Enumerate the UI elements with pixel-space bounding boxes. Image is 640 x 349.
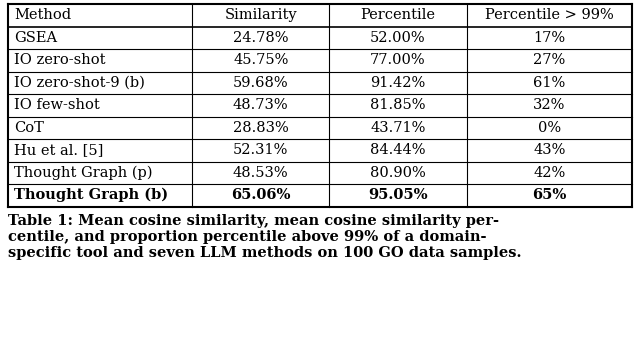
Text: Similarity: Similarity [225, 8, 297, 22]
Text: IO zero-shot-9 (b): IO zero-shot-9 (b) [14, 76, 145, 90]
Text: 45.75%: 45.75% [233, 53, 289, 67]
Text: Percentile > 99%: Percentile > 99% [485, 8, 614, 22]
Text: specific tool and seven LLM methods on 100 GO data samples.: specific tool and seven LLM methods on 1… [8, 246, 522, 260]
Text: 91.42%: 91.42% [371, 76, 426, 90]
Text: CoT: CoT [14, 121, 44, 135]
Text: 61%: 61% [533, 76, 566, 90]
Text: 17%: 17% [533, 31, 565, 45]
Text: Method: Method [14, 8, 71, 22]
Text: 84.44%: 84.44% [371, 143, 426, 157]
Text: 95.05%: 95.05% [368, 188, 428, 202]
Text: 28.83%: 28.83% [233, 121, 289, 135]
Text: centile, and proportion percentile above 99% of a domain-: centile, and proportion percentile above… [8, 230, 486, 245]
Text: 48.73%: 48.73% [233, 98, 289, 112]
Text: 80.90%: 80.90% [370, 166, 426, 180]
Text: 65%: 65% [532, 188, 566, 202]
Text: Thought Graph (b): Thought Graph (b) [14, 188, 168, 202]
Text: IO few-shot: IO few-shot [14, 98, 100, 112]
Text: Percentile: Percentile [360, 8, 435, 22]
Text: 32%: 32% [533, 98, 566, 112]
Text: 43.71%: 43.71% [371, 121, 426, 135]
Text: 27%: 27% [533, 53, 566, 67]
Text: Table 1: Mean cosine similarity, mean cosine similarity per-: Table 1: Mean cosine similarity, mean co… [8, 215, 499, 229]
Text: 77.00%: 77.00% [370, 53, 426, 67]
Text: Thought Graph (p): Thought Graph (p) [14, 165, 152, 180]
Text: 59.68%: 59.68% [233, 76, 289, 90]
Text: 52.31%: 52.31% [233, 143, 289, 157]
Text: 52.00%: 52.00% [370, 31, 426, 45]
Text: IO zero-shot: IO zero-shot [14, 53, 106, 67]
Text: 42%: 42% [533, 166, 566, 180]
Text: Hu et al. [5]: Hu et al. [5] [14, 143, 104, 157]
Text: 43%: 43% [533, 143, 566, 157]
Text: 81.85%: 81.85% [371, 98, 426, 112]
Text: 65.06%: 65.06% [231, 188, 291, 202]
Text: 0%: 0% [538, 121, 561, 135]
Text: GSEA: GSEA [14, 31, 57, 45]
Text: 24.78%: 24.78% [233, 31, 289, 45]
Text: 48.53%: 48.53% [233, 166, 289, 180]
